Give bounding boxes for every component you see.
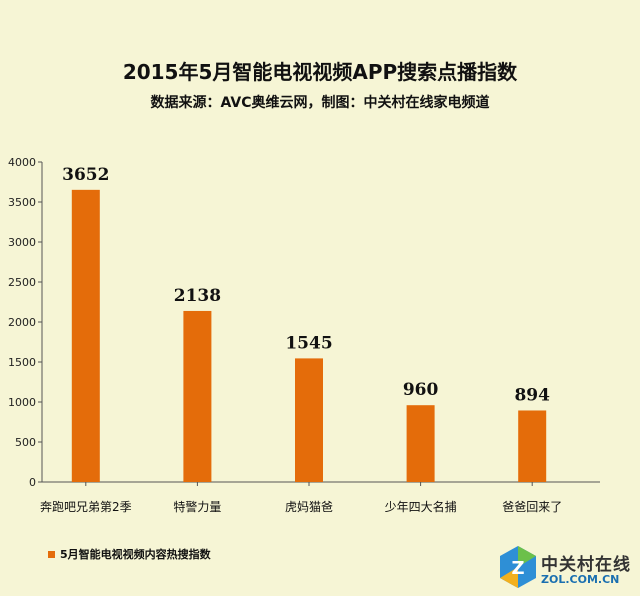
chart-labels: 3652 奔跑吧兄弟第2季 2138 特警力量 1545 虎妈猫爸 960 少年四大名捕 894…: [40, 165, 562, 514]
bar-1: [183, 310, 212, 482]
y-tick-label: 3000: [8, 236, 36, 249]
data-label-1: 2138: [174, 286, 221, 306]
data-label-3: 960: [403, 380, 439, 400]
x-tick-label-4: 爸爸回来了: [502, 500, 562, 514]
chart-subtitle: 数据来源：AVC奥维云网，制图：中关村在线家电频道: [150, 95, 490, 111]
y-tick-label: 500: [15, 436, 36, 449]
y-tick-label: 1500: [8, 356, 36, 369]
zol-watermark: Z 中关村在线 ZOL.COM.CN: [498, 544, 638, 594]
data-label-4: 894: [514, 385, 550, 405]
x-tick-label-1: 特警力量: [173, 499, 221, 514]
y-tick-label: 3500: [8, 196, 36, 209]
x-tick-label-0: 奔跑吧兄弟第2季: [40, 500, 132, 514]
x-tick-label-3: 少年四大名捕: [385, 499, 457, 514]
bar-2: [295, 358, 323, 482]
y-tick-label: 2000: [8, 316, 36, 329]
data-label-0: 3652: [62, 165, 109, 185]
bar-0: [71, 189, 100, 482]
watermark-name: 中关村在线: [541, 555, 631, 575]
y-tick-label: 2500: [8, 276, 36, 289]
zol-logo-icon: Z: [500, 546, 536, 588]
bar-3: [406, 405, 435, 482]
chart-title: 2015年5月智能电视视频APP搜索点播指数: [122, 60, 518, 84]
bar-4: [518, 410, 547, 482]
watermark-domain: ZOL.COM.CN: [541, 573, 620, 586]
chart-axes: 0 500 1000 1500 2000 2500 3000 3500 4000: [8, 156, 600, 489]
legend-swatch: [48, 550, 55, 558]
x-tick-label-2: 虎妈猫爸: [285, 500, 333, 514]
y-tick-label: 1000: [8, 396, 36, 409]
y-tick-label: 0: [29, 476, 36, 489]
legend-label: 5月智能电视视频内容热搜指数: [60, 548, 211, 561]
chart-legend: 5月智能电视视频内容热搜指数: [48, 546, 211, 562]
chart-bars: [71, 189, 547, 482]
data-label-2: 1545: [285, 333, 332, 353]
svg-text:Z: Z: [511, 558, 524, 579]
y-tick-label: 4000: [8, 156, 36, 169]
